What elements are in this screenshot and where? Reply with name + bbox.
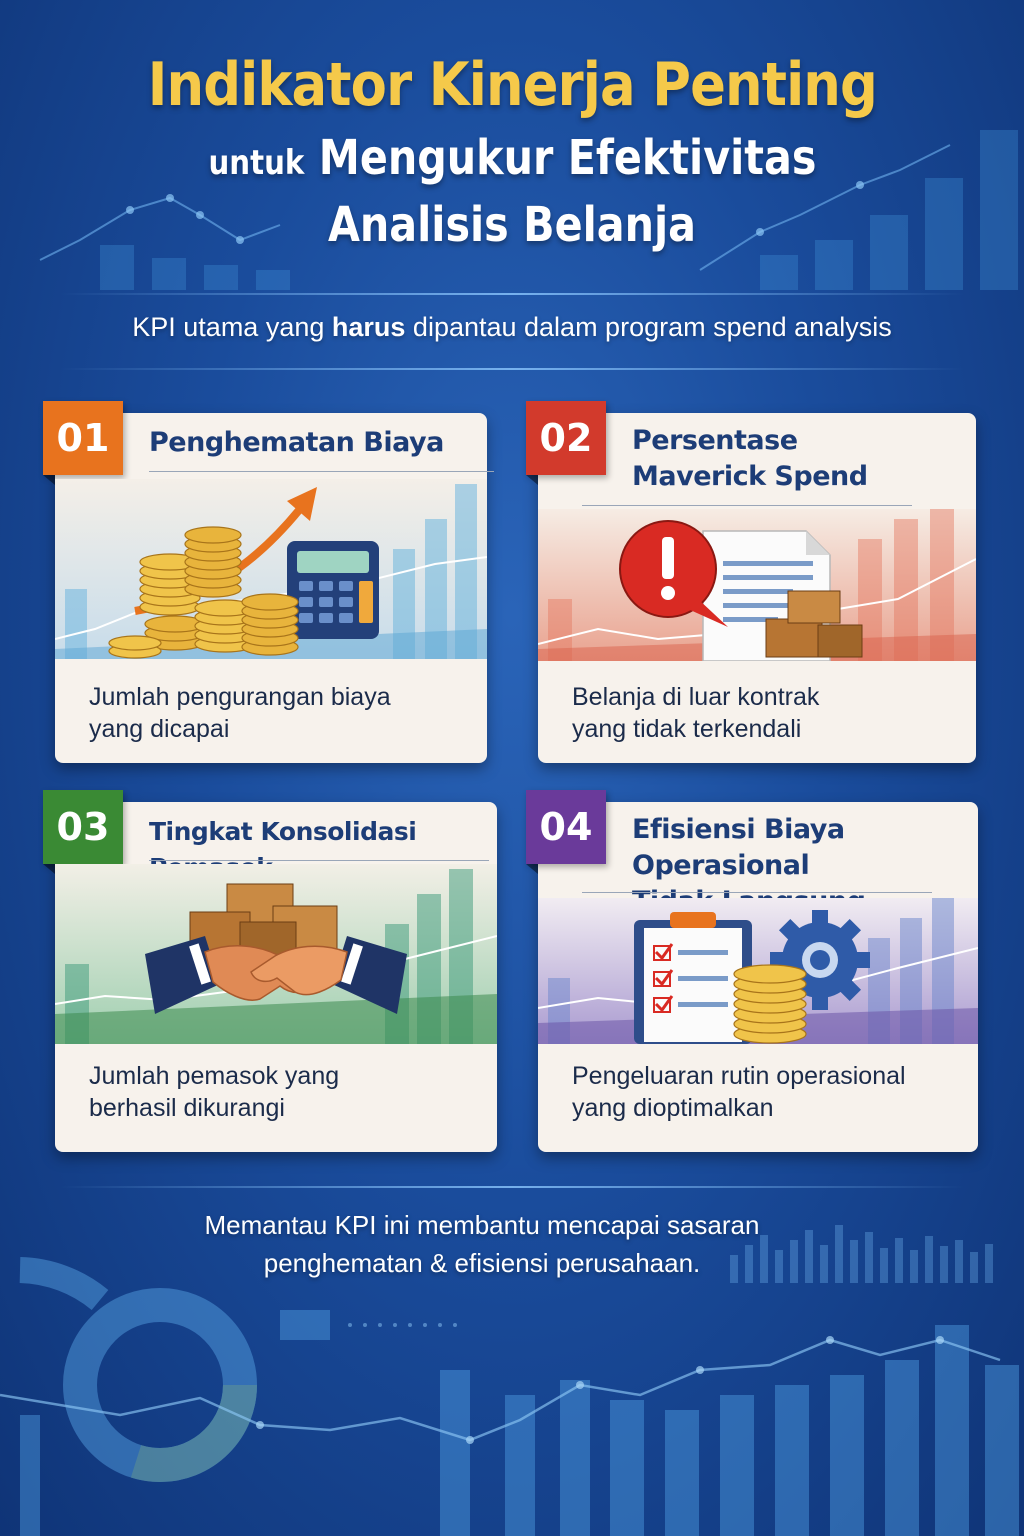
card-desc-line1: Belanja di luar kontrak [572, 683, 820, 711]
kpi-card-indirect-opex-efficiency: 04 Efisiensi Biaya Operasional Tidak Lan… [526, 790, 978, 1152]
card-number-badge: 03 [43, 790, 123, 874]
card-title: Persentase Maverick Spend [632, 423, 972, 495]
card-desc-line1: Jumlah pengurangan biaya [89, 683, 391, 711]
card-desc-line2: yang dicapai [89, 715, 230, 743]
intro-before: KPI utama yang [132, 312, 332, 342]
kpi-card-cost-savings: 01 Penghematan Biaya [43, 401, 494, 763]
card-title: Penghematan Biaya [149, 427, 444, 458]
card-number-badge: 04 [526, 790, 606, 874]
page-subtitle-line2: Analisis Belanja [327, 197, 696, 253]
footer-chart-decoration [19, 1257, 257, 1482]
card-desc-line1: Jumlah pemasok yang [89, 1062, 340, 1090]
warning-document-illustration [538, 509, 976, 661]
kpi-card-supplier-consolidation: 03 Tingkat Konsolidasi Pemasok [43, 790, 497, 1152]
card-description: Jumlah pemasok yang berhasil dikurangi [89, 1060, 479, 1124]
card-number-badge: 01 [43, 401, 123, 485]
footer-message: Memantau KPI ini membantu mencapai sasar… [0, 1206, 1024, 1282]
subtitle-prefix: untuk [208, 143, 304, 183]
intro-text: KPI utama yang harus dipantau dalam prog… [0, 312, 1024, 343]
card-title-rule [582, 892, 932, 893]
card-desc-line2: berhasil dikurangi [89, 1094, 285, 1122]
card-title-rule [149, 471, 494, 472]
header: Indikator Kinerja Penting untuk Mengukur… [0, 50, 1024, 255]
card-number-badge: 02 [526, 401, 606, 485]
kpi-card-maverick-spend: 02 Persentase Maverick Spend [526, 401, 976, 763]
card-description: Pengeluaran rutin operasional yang diopt… [572, 1060, 962, 1124]
card-title-rule [149, 860, 489, 861]
card-desc-line2: yang dioptimalkan [572, 1094, 774, 1122]
checklist-gear-coins-illustration [538, 898, 978, 1044]
card-desc-line2: yang tidak terkendali [572, 715, 802, 743]
coins-calculator-illustration [55, 479, 487, 659]
intro-bold: harus [331, 312, 406, 342]
card-title-line2: Maverick Spend [632, 461, 868, 492]
footer-line2: penghematan & efisiensi perusahaan. [263, 1248, 701, 1278]
card-description: Belanja di luar kontrak yang tidak terke… [572, 681, 962, 745]
card-title-line1: Efisiensi Biaya Operasional [632, 814, 845, 881]
card-desc-line1: Pengeluaran rutin operasional [572, 1062, 906, 1090]
divider-middle [60, 368, 964, 370]
page-title: Indikator Kinerja Penting [147, 50, 877, 120]
card-title-line1: Persentase [632, 425, 798, 456]
divider-bottom [60, 1186, 964, 1188]
card-title-rule [582, 505, 912, 506]
card-description: Jumlah pengurangan biaya yang dicapai [89, 681, 479, 745]
footer-line1: Memantau KPI ini membantu mencapai sasar… [204, 1210, 760, 1240]
divider-top [60, 293, 964, 295]
handshake-boxes-illustration [55, 864, 497, 1044]
page-subtitle-line1: untuk Mengukur Efektivitas [208, 128, 816, 193]
intro-after: dipantau dalam program spend analysis [405, 312, 892, 342]
subtitle-main: Mengukur Efektivitas [318, 130, 816, 186]
